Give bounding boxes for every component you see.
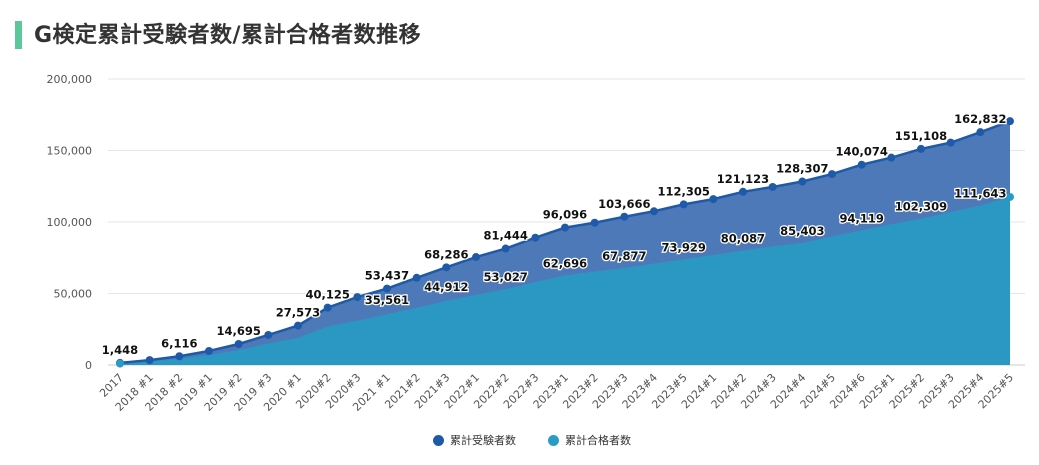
data-point — [620, 212, 629, 221]
legend-item-passers[interactable]: 累計合格者数 — [548, 432, 631, 448]
data-point — [383, 284, 391, 293]
data-point — [561, 223, 569, 232]
data-label: 27,573 — [276, 306, 320, 320]
data-label: 67,877 — [602, 249, 646, 263]
data-point — [294, 321, 302, 330]
y-tick-label: 50,000 — [54, 288, 93, 301]
data-label: 128,307 — [776, 162, 828, 176]
data-label: 40,125 — [305, 288, 349, 302]
data-point — [857, 160, 866, 169]
data-label: 111,643 — [954, 186, 1006, 200]
data-point — [768, 182, 777, 191]
data-label: 140,074 — [835, 145, 887, 159]
data-point — [976, 128, 985, 137]
y-tick-label: 200,000 — [47, 73, 93, 86]
data-label: 6,116 — [161, 336, 197, 350]
data-point — [442, 263, 451, 272]
data-point — [709, 195, 718, 204]
y-tick-label: 150,000 — [47, 145, 93, 158]
title-accent-bar — [15, 21, 22, 49]
data-label: 151,108 — [895, 129, 947, 143]
data-label: 103,666 — [598, 197, 650, 211]
data-point — [205, 346, 213, 355]
data-point — [917, 144, 925, 153]
data-point — [353, 293, 362, 302]
data-point — [145, 356, 154, 365]
data-point — [116, 359, 124, 368]
data-point — [531, 233, 540, 242]
data-point — [887, 153, 896, 162]
legend-label-examinees: 累計受験者数 — [450, 434, 516, 447]
data-point — [472, 253, 480, 262]
data-point — [828, 170, 836, 179]
data-point — [264, 330, 273, 339]
area-passers — [120, 196, 1010, 365]
data-point — [1006, 192, 1014, 201]
data-label: 44,912 — [424, 280, 468, 294]
data-label: 35,561 — [365, 293, 409, 307]
data-label: 68,286 — [424, 247, 468, 261]
y-tick-label: 100,000 — [47, 216, 93, 229]
data-point — [590, 218, 599, 227]
data-label: 73,929 — [661, 240, 705, 254]
data-label: 62,696 — [543, 256, 587, 270]
data-point — [323, 303, 332, 312]
data-point — [1006, 117, 1014, 126]
data-point — [412, 273, 421, 282]
data-label: 112,305 — [657, 184, 709, 198]
data-label: 14,695 — [216, 324, 260, 338]
data-label: 162,832 — [954, 112, 1006, 126]
data-point — [798, 177, 807, 186]
data-point — [234, 339, 243, 348]
data-label: 1,448 — [102, 343, 138, 357]
data-point — [175, 352, 184, 361]
data-point — [679, 200, 688, 209]
legend-label-passers: 累計合格者数 — [565, 434, 631, 447]
data-label: 53,027 — [483, 270, 527, 284]
legend-item-examinees[interactable]: 累計受験者数 — [433, 432, 516, 448]
legend-marker-examinees — [433, 434, 444, 446]
data-label: 94,119 — [839, 211, 883, 225]
data-point — [650, 207, 658, 216]
data-label: 85,403 — [780, 224, 824, 238]
data-point — [501, 244, 510, 253]
data-label: 81,444 — [483, 229, 527, 243]
legend-marker-passers — [548, 434, 559, 446]
data-point — [739, 187, 747, 196]
chart-title: G検定累計受験者数/累計合格者数推移 — [34, 23, 422, 48]
data-point — [946, 138, 955, 147]
data-label: 102,309 — [895, 200, 947, 214]
data-label: 121,123 — [717, 172, 769, 186]
data-label: 96,096 — [543, 208, 587, 222]
data-label: 53,437 — [365, 269, 409, 283]
data-label: 80,087 — [721, 231, 765, 245]
y-tick-label: 0 — [85, 359, 92, 372]
